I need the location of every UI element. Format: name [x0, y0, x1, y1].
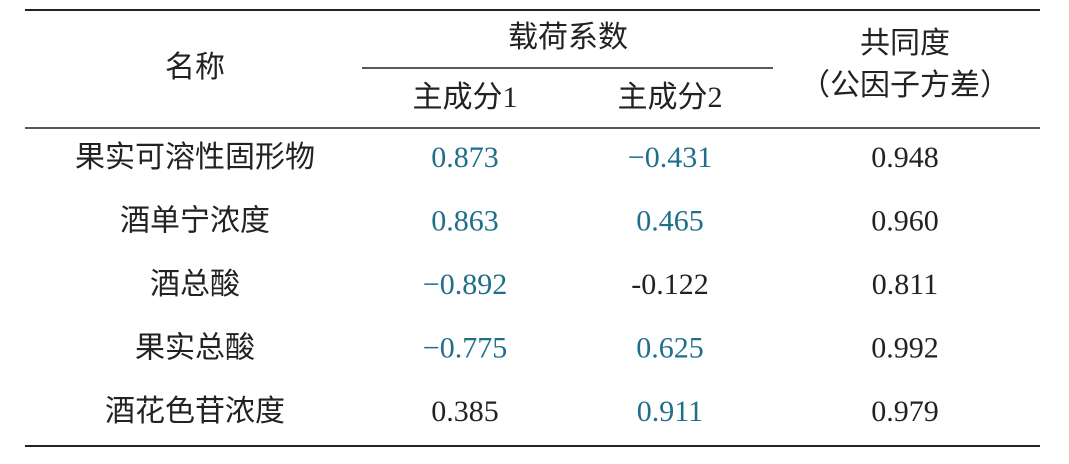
cell-value: 0.625	[636, 331, 704, 364]
row-name: 酒单宁浓度	[120, 204, 270, 237]
row-name: 果实总酸	[135, 331, 255, 364]
cell-value: 0.385	[431, 395, 499, 428]
cell-value: 0.863	[431, 204, 499, 237]
row-name: 果实可溶性固形物	[75, 141, 315, 174]
header-group: 载荷系数	[508, 21, 628, 54]
cell-value: 0.873	[431, 141, 499, 174]
cell-value: 0.911	[637, 395, 703, 428]
header-name: 名称	[165, 51, 225, 84]
cell-value: 0.811	[872, 268, 938, 301]
row-name: 酒花色苷浓度	[105, 395, 285, 428]
header-sub: 主成分2	[618, 81, 723, 114]
header-sub: 主成分1	[413, 81, 518, 114]
cell-value: −0.431	[628, 141, 712, 174]
cell-value: 0.960	[871, 204, 939, 237]
cell-value: 0.465	[636, 204, 704, 237]
cell-value: 0.992	[871, 331, 939, 364]
cell-value: 0.979	[871, 395, 939, 428]
cell-value: −0.892	[423, 268, 507, 301]
header-common-note: （公因子方差）	[800, 69, 1010, 102]
cell-value: −0.775	[423, 331, 507, 364]
row-name: 酒总酸	[150, 268, 240, 301]
cell-value: 0.948	[871, 141, 939, 174]
cell-value: -0.122	[631, 268, 709, 301]
header-common: 共同度	[860, 27, 950, 60]
